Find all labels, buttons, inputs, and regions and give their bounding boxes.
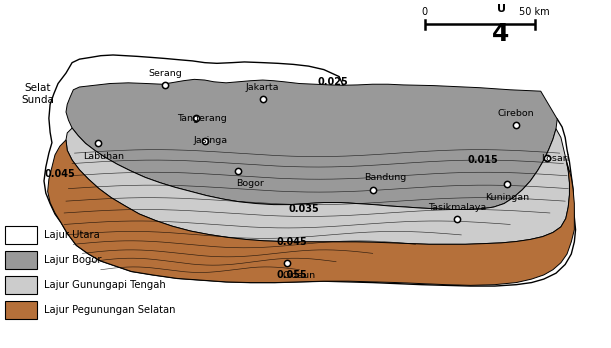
Text: Tangerang: Tangerang (177, 114, 227, 123)
Text: Cirebon: Cirebon (498, 109, 535, 118)
Text: Selat
Sunda: Selat Sunda (21, 83, 54, 105)
Polygon shape (44, 55, 576, 286)
Text: Serang: Serang (148, 69, 182, 78)
Text: Lajur Gunungapi Tengah: Lajur Gunungapi Tengah (44, 280, 166, 290)
Text: 4: 4 (492, 22, 510, 46)
Polygon shape (66, 128, 569, 244)
Text: 0: 0 (422, 7, 428, 17)
Text: 0.025: 0.025 (318, 77, 348, 87)
Text: Losari: Losari (541, 154, 569, 163)
Text: Lajur Pegunungan Selatan: Lajur Pegunungan Selatan (44, 305, 175, 315)
Polygon shape (48, 140, 574, 285)
Bar (5, 301, 37, 319)
Text: U: U (497, 4, 505, 14)
Text: Jakarta: Jakarta (246, 82, 279, 92)
Text: 0.035: 0.035 (289, 204, 320, 214)
Text: Jasinga: Jasinga (194, 136, 228, 145)
Text: Labuhan: Labuhan (83, 152, 125, 161)
Bar (5, 276, 37, 294)
Text: Cidaun: Cidaun (283, 271, 316, 280)
Text: Kuningan: Kuningan (485, 193, 529, 202)
Text: 0.045: 0.045 (277, 237, 307, 247)
Text: Bandung: Bandung (364, 173, 406, 182)
Polygon shape (66, 79, 557, 209)
Text: 0.015: 0.015 (467, 155, 498, 165)
Text: 0.045: 0.045 (45, 169, 75, 179)
Text: Tasikmalaya: Tasikmalaya (428, 203, 486, 212)
Bar (5, 251, 37, 269)
Text: Lajur Bogor: Lajur Bogor (44, 255, 101, 265)
Text: 50 km: 50 km (519, 7, 550, 17)
Text: 0.055: 0.055 (277, 270, 307, 280)
Text: Lajur Utara: Lajur Utara (44, 230, 100, 240)
Bar (5, 226, 37, 244)
Text: Bogor: Bogor (236, 179, 265, 188)
